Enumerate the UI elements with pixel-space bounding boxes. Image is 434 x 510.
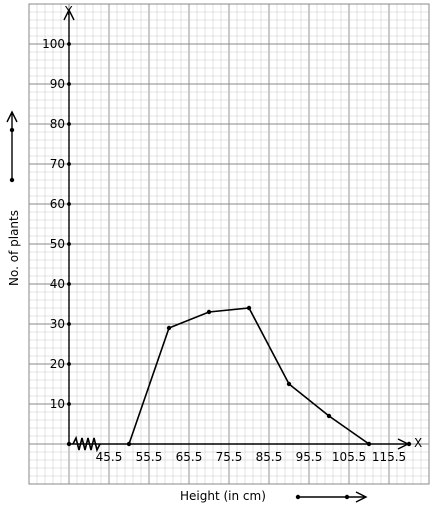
- data-point: [246, 305, 252, 311]
- y-tick-label: 10: [50, 397, 65, 411]
- y-tick-mark: [67, 202, 71, 206]
- x-tick-label: 115.5: [372, 450, 406, 464]
- x-tick-label: 105.5: [332, 450, 366, 464]
- y-tick-label: 90: [50, 77, 65, 91]
- y-axis-arrowhead: [63, 8, 75, 21]
- x-tick-label: 45.5: [96, 450, 123, 464]
- x-tick-label: 75.5: [216, 450, 243, 464]
- x-direction-arrow: [295, 491, 368, 503]
- y-tick-label: 100: [42, 37, 65, 51]
- y-tick-mark: [67, 362, 71, 366]
- x-tick-label: 65.5: [176, 450, 203, 464]
- y-tick-label: 50: [50, 237, 65, 251]
- data-point: [206, 309, 212, 315]
- y-direction-arrow: [6, 110, 18, 183]
- x-axis-title: Height (in cm): [180, 489, 266, 503]
- y-tick-mark: [67, 282, 71, 286]
- origin-point: [66, 441, 72, 447]
- x-tick-label: 85.5: [256, 450, 283, 464]
- x-tick-label: 95.5: [296, 450, 323, 464]
- data-point: [366, 441, 372, 447]
- y-tick-label: 20: [50, 357, 65, 371]
- y-tick-mark: [67, 162, 71, 166]
- y-tick-labels: 10 20 30 40 50 60 70 80 90 100: [42, 37, 71, 411]
- y-tick-label: 80: [50, 117, 65, 131]
- y-axis-title: No. of plants: [7, 210, 21, 286]
- y-tick-mark: [67, 322, 71, 326]
- grid-border: [28, 3, 430, 485]
- data-point: [286, 381, 292, 387]
- y-tick-label: 30: [50, 317, 65, 331]
- y-tick-label: 40: [50, 277, 65, 291]
- x-tick-label: 55.5: [136, 450, 163, 464]
- y-tick-mark: [67, 42, 71, 46]
- frequency-polygon: [126, 305, 412, 447]
- x-axis-end-point: [406, 441, 412, 447]
- y-tick-mark: [67, 242, 71, 246]
- graph-paper-grid: [28, 3, 430, 485]
- data-point: [326, 413, 332, 419]
- data-point: [166, 325, 172, 331]
- x-axis-break-zigzag: [72, 435, 101, 453]
- x-axis-letter: X: [414, 436, 422, 450]
- x-tick-labels: 45.5 55.5 65.5 75.5 85.5 95.5 105.5 115.5: [96, 450, 407, 464]
- y-tick-mark: [67, 122, 71, 126]
- y-tick-mark: [67, 402, 71, 406]
- y-axis-letter: Y: [64, 4, 73, 18]
- y-tick-label: 60: [50, 197, 65, 211]
- data-point: [126, 441, 132, 447]
- y-tick-label: 70: [50, 157, 65, 171]
- y-tick-mark: [67, 82, 71, 86]
